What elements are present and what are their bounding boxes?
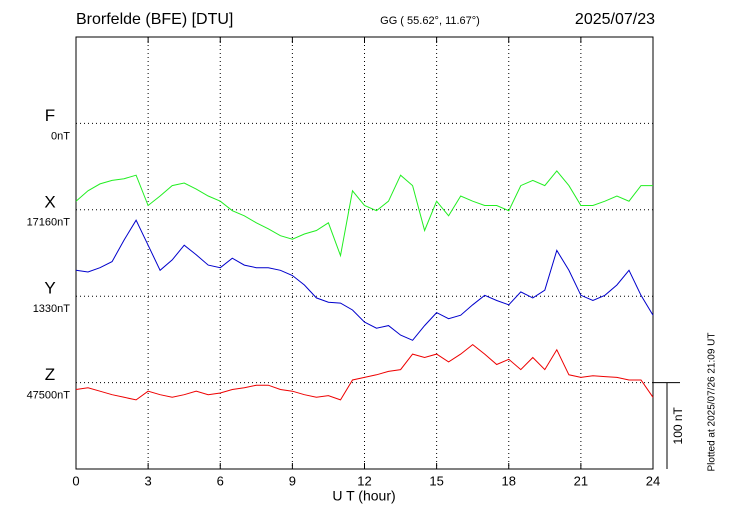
component-name: Z [45, 365, 55, 384]
x-tick-label: 9 [289, 473, 296, 488]
date: 2025/07/23 [575, 11, 655, 28]
x-tick-label: 12 [357, 473, 371, 488]
x-tick-label: 3 [145, 473, 152, 488]
baseline-label: 17160nT [27, 217, 71, 229]
x-tick-label: 18 [502, 473, 516, 488]
x-tick-label: 24 [646, 473, 660, 488]
trace-z [75, 343, 654, 401]
x-tick-label: 6 [217, 473, 224, 488]
baseline-label: 47500nT [27, 390, 71, 402]
scale-bar-label: 100 nT [671, 406, 685, 444]
plot-timestamp: Plotted at 2025/07/26 21:09 UT [707, 333, 718, 472]
baseline-label: 1330nT [33, 303, 71, 315]
x-tick-label: 15 [429, 473, 443, 488]
x-axis-label: U T (hour) [332, 488, 395, 504]
component-name: F [45, 106, 55, 125]
coordinates: GG ( 55.62°, 11.67°) [380, 15, 480, 27]
trace-y [75, 219, 654, 341]
chart-title: Brorfelde (BFE) [DTU] [76, 11, 233, 28]
x-tick-label: 21 [574, 473, 588, 488]
component-name: X [44, 192, 55, 211]
baseline-label: 0nT [51, 130, 70, 142]
component-name: Y [44, 279, 55, 298]
trace-x [75, 170, 653, 258]
x-tick-label: 0 [72, 473, 79, 488]
